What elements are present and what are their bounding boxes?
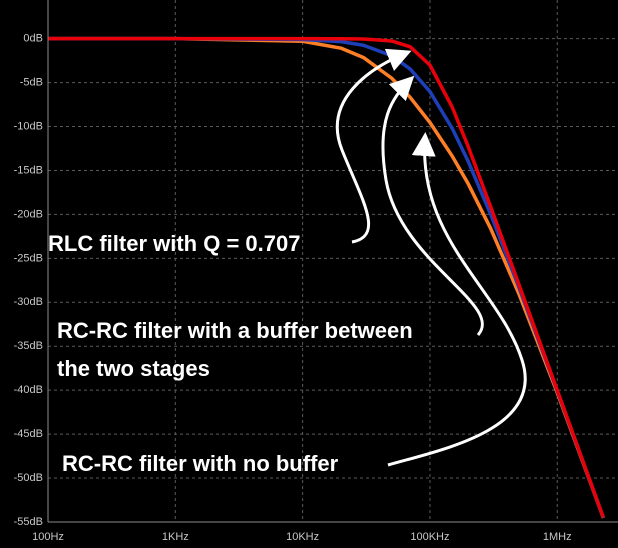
y-tick-label: -10dB: [14, 120, 43, 132]
y-tick-label: -15dB: [14, 164, 43, 176]
annotation: RC-RC filter with a buffer between: [57, 318, 413, 343]
x-tick-label: 100KHz: [410, 531, 449, 543]
y-tick-label: -5dB: [20, 77, 43, 89]
y-tick-label: -30dB: [14, 296, 43, 308]
annotation: RC-RC filter with no buffer: [62, 451, 339, 476]
x-tick-label: 10KHz: [286, 531, 319, 543]
y-tick-label: -20dB: [14, 208, 43, 220]
arrow: [387, 132, 527, 467]
y-tick-label: -40dB: [14, 384, 43, 396]
x-tick-label: 1KHz: [162, 531, 189, 543]
y-tick-label: -45dB: [14, 428, 43, 440]
arrow: [381, 75, 484, 337]
y-tick-label: -55dB: [14, 516, 43, 528]
y-tick-label: -25dB: [14, 252, 43, 264]
annotation: RLC filter with Q = 0.707: [48, 231, 300, 256]
x-tick-label: 1MHz: [543, 531, 572, 543]
y-tick-label: -35dB: [14, 340, 43, 352]
annotation: the two stages: [57, 356, 210, 381]
arrow: [335, 48, 412, 244]
x-tick-label: 100Hz: [32, 531, 64, 543]
series-line: [48, 36, 605, 518]
y-tick-label: -50dB: [14, 472, 43, 484]
y-tick-label: 0dB: [23, 33, 43, 45]
